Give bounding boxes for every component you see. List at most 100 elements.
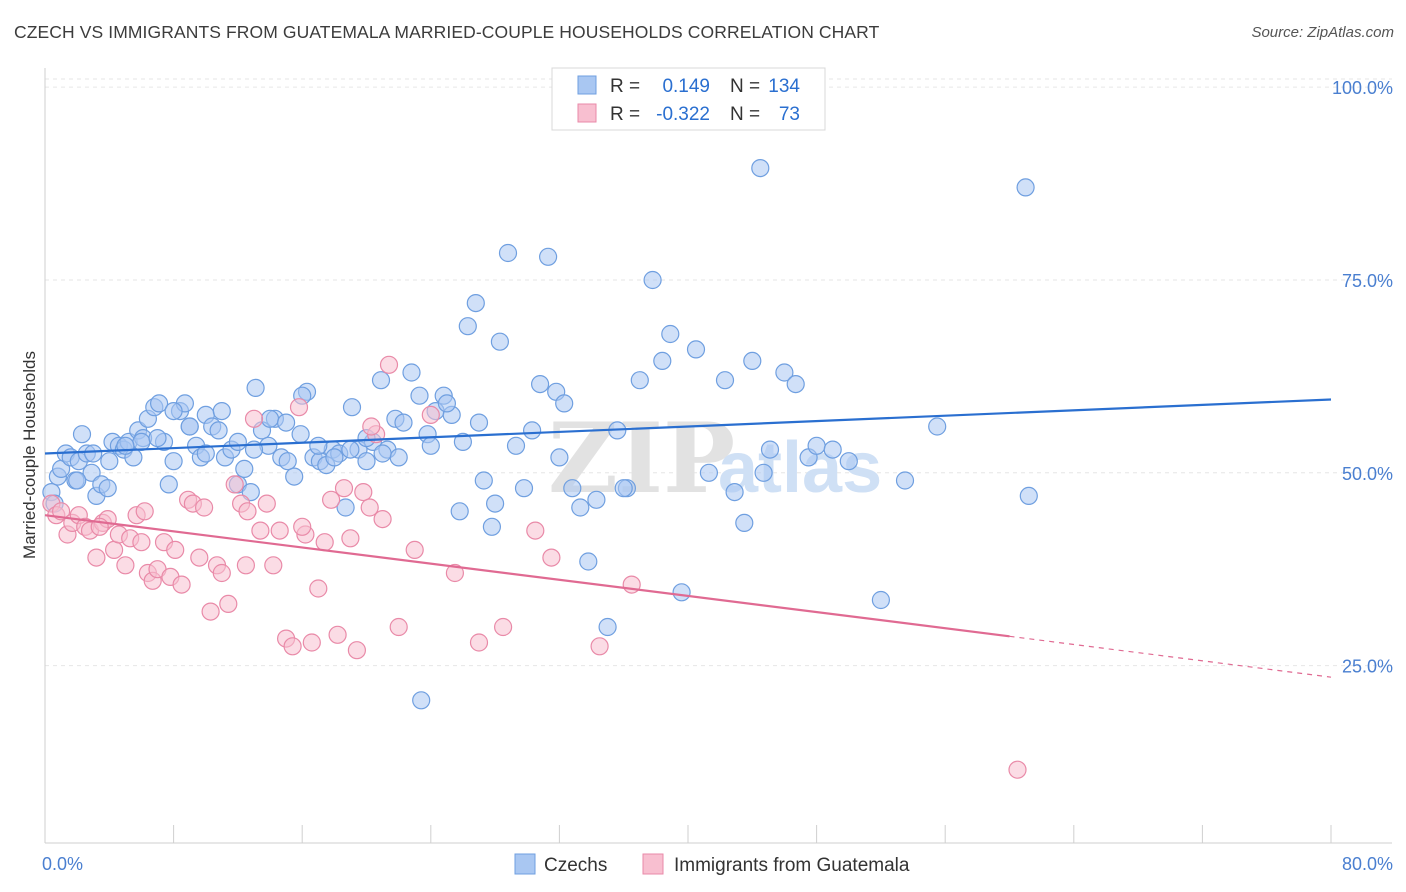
legend-bottom: Czechs Immigrants from Guatemala <box>514 853 910 876</box>
point-czechs-63 <box>402 363 421 382</box>
point-guatemala-30 <box>212 563 231 583</box>
point-guatemala-50 <box>341 529 360 548</box>
point-czechs-132 <box>116 436 135 455</box>
point-czechs-94 <box>672 583 691 602</box>
point-czechs-78 <box>522 421 542 440</box>
legend-n-value-czechs: 134 <box>768 76 800 97</box>
point-czechs-139 <box>412 691 431 710</box>
point-czechs-95 <box>686 340 706 359</box>
point-czechs-26 <box>164 452 183 471</box>
point-guatemala-22 <box>166 540 185 560</box>
point-guatemala-53 <box>360 498 379 517</box>
point-czechs-120 <box>389 448 408 467</box>
trend-lines <box>44 398 1332 678</box>
point-guatemala-52 <box>354 483 373 502</box>
point-czechs-131 <box>84 444 103 463</box>
point-czechs-54 <box>336 498 355 517</box>
point-guatemala-41 <box>283 637 302 656</box>
point-czechs-122 <box>325 448 344 467</box>
point-czechs-40 <box>246 378 265 397</box>
point-guatemala-32 <box>225 475 244 494</box>
point-czechs-8 <box>72 425 92 444</box>
point-guatemala-55 <box>373 509 392 529</box>
point-czechs-140 <box>341 440 360 459</box>
point-czechs-103 <box>775 363 794 382</box>
trend-line-guatemala <box>44 514 1010 638</box>
point-czechs-117 <box>486 494 505 513</box>
point-czechs-85 <box>579 552 598 571</box>
point-guatemala-64 <box>542 548 561 567</box>
point-guatemala-36 <box>251 521 270 540</box>
point-czechs-108 <box>839 452 858 471</box>
y-tick-label-1: 50.0% <box>1342 464 1393 484</box>
point-czechs-13 <box>98 479 117 498</box>
x-tick-label-0: 0.0% <box>42 854 83 874</box>
point-czechs-80 <box>538 247 558 266</box>
point-guatemala-46 <box>315 533 334 552</box>
point-czechs-76 <box>506 436 526 455</box>
legend-swatch-guatemala <box>577 103 597 123</box>
point-czechs-106 <box>807 436 826 455</box>
point-czechs-109 <box>871 590 891 610</box>
point-czechs-38 <box>235 459 254 478</box>
point-czechs-86 <box>587 490 606 509</box>
point-guatemala-23 <box>172 575 191 594</box>
point-czechs-118 <box>453 432 472 451</box>
point-czechs-59 <box>371 371 391 390</box>
chart-title: CZECH VS IMMIGRANTS FROM GUATEMALA MARRI… <box>14 22 880 42</box>
point-czechs-141 <box>373 444 392 463</box>
point-czechs-64 <box>410 386 429 405</box>
point-czechs-10 <box>82 463 101 482</box>
point-guatemala-2 <box>51 502 71 521</box>
bottom-legend-swatch-guatemala <box>642 853 664 875</box>
point-czechs-62 <box>394 413 413 432</box>
point-czechs-34 <box>209 421 228 440</box>
bottom-legend-label-czechs: Czechs <box>544 855 607 876</box>
point-guatemala-11 <box>104 540 124 560</box>
watermark-zip: ZIP <box>548 402 735 515</box>
point-guatemala-45 <box>309 579 328 598</box>
bottom-legend-swatch-czechs <box>514 853 536 875</box>
point-guatemala-16 <box>132 533 151 552</box>
point-guatemala-44 <box>302 633 321 652</box>
series-czechs <box>42 159 1038 710</box>
point-czechs-143 <box>469 413 489 432</box>
point-czechs-104 <box>786 375 805 394</box>
point-czechs-25 <box>159 475 178 494</box>
legend-r-label-guatemala: R = <box>610 104 640 125</box>
trend-line-dashed-guatemala <box>1009 635 1332 678</box>
point-guatemala-69 <box>236 556 255 575</box>
point-czechs-97 <box>715 371 735 390</box>
legend-r-label-czechs: R = <box>610 76 640 97</box>
point-guatemala-56 <box>379 355 399 374</box>
point-czechs-119 <box>421 436 440 455</box>
y-tick-labels: 25.0% 50.0% 75.0% 100.0% <box>1332 78 1393 676</box>
point-guatemala-51 <box>347 641 366 660</box>
point-czechs-125 <box>228 432 247 451</box>
point-czechs-75 <box>498 243 518 263</box>
point-guatemala-63 <box>526 521 545 540</box>
point-guatemala-60 <box>445 563 464 583</box>
point-czechs-98 <box>725 483 744 502</box>
point-guatemala-57 <box>389 617 408 637</box>
point-czechs-55 <box>342 398 362 417</box>
point-guatemala-42 <box>289 398 309 417</box>
point-guatemala-67 <box>1008 760 1027 779</box>
legend-n-label-guatemala: N = <box>730 104 760 125</box>
point-czechs-114 <box>1019 486 1038 505</box>
legend-n-value-guatemala: 73 <box>779 104 800 125</box>
point-czechs-92 <box>653 351 672 370</box>
grid-lines <box>45 78 1392 667</box>
point-guatemala-71 <box>293 517 312 536</box>
point-czechs-72 <box>474 471 493 490</box>
point-guatemala-62 <box>494 617 513 637</box>
point-czechs-77 <box>514 479 534 498</box>
point-czechs-83 <box>563 479 582 498</box>
point-czechs-46 <box>285 467 304 486</box>
point-czechs-127 <box>164 402 183 421</box>
axes <box>44 68 1392 844</box>
point-guatemala-8 <box>87 548 106 567</box>
point-czechs-138 <box>309 436 328 455</box>
point-czechs-79 <box>530 375 550 394</box>
